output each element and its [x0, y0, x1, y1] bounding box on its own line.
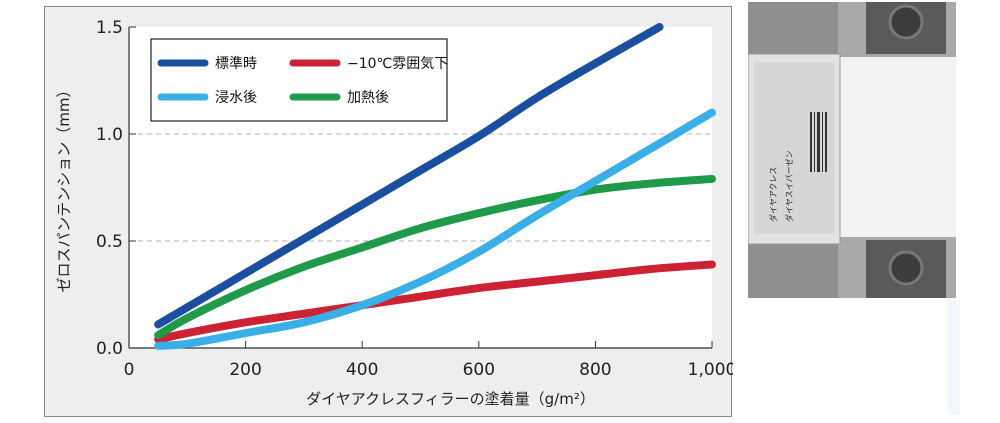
x-tick-label: 400	[346, 360, 378, 380]
chart: 0.0 0.5 1.0 1.5 0 200 400 600 800 1,000 ダイヤアクレスフィラ…	[55, 18, 733, 408]
legend-label: 加熱後	[347, 90, 389, 106]
x-tick-label: 200	[229, 360, 261, 380]
x-tick-label: 1,000	[688, 360, 733, 380]
x-tick-label: 600	[463, 360, 495, 380]
product-photo: ダイヤアクレス ダイヤスイパーゼン	[748, 2, 956, 298]
photo-label-2: ダイヤスイパーゼン	[784, 150, 794, 222]
y-tick-label: 0.0	[96, 339, 123, 359]
y-axis-title: ゼロスパンテンション（mm）	[55, 83, 73, 293]
chart-panel: 0.0 0.5 1.0 1.5 0 200 400 600 800 1,000 ダイヤアクレスフィラ…	[44, 6, 733, 417]
legend-label: 標準時	[215, 56, 257, 72]
series-line	[154, 260, 716, 344]
x-tick-label: 0	[124, 360, 135, 380]
y-tick-label: 0.5	[96, 232, 123, 252]
y-tick-label: 1.0	[96, 125, 123, 145]
x-axis-title: ダイヤアクレスフィラーの塗着量（g/m²）	[306, 390, 595, 408]
legend-label: −10℃雰囲気下	[347, 56, 448, 72]
photo-labels: ダイヤアクレス ダイヤスイパーゼン	[768, 150, 794, 222]
legend-label: 浸水後	[215, 90, 257, 106]
x-tick-label: 800	[579, 360, 611, 380]
legend-box	[150, 38, 448, 122]
y-tick-label: 1.5	[96, 18, 123, 38]
photo-shadow	[948, 300, 960, 415]
series-line	[154, 108, 716, 350]
photo-label-1: ダイヤアクレス	[768, 167, 778, 222]
photo-illustration	[748, 2, 956, 298]
series-line	[154, 174, 716, 340]
series-line	[154, 23, 664, 329]
